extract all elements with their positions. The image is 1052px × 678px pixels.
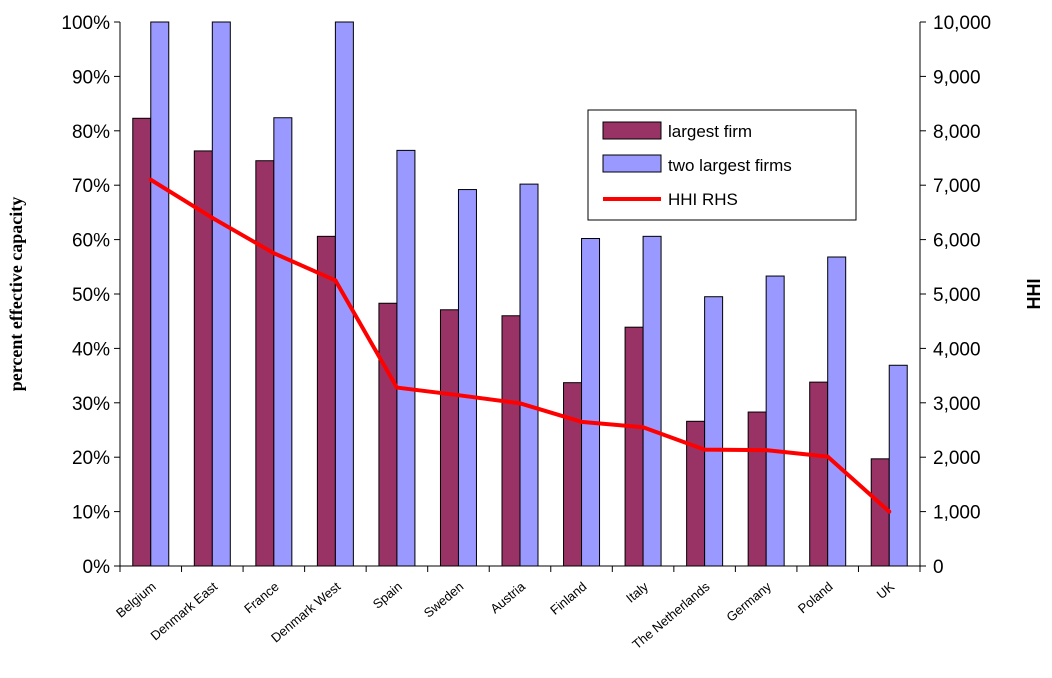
y-tick-label: 80%: [72, 122, 110, 143]
y2-tick-label: 4,000: [933, 339, 981, 360]
x-tick-label-spain: Spain: [370, 579, 405, 612]
bar-largest-firm-spain: [378, 302, 398, 567]
bar-two-largest-firms-sweden: [457, 189, 477, 567]
y-tick-label: 90%: [72, 67, 110, 88]
left-tick-layer: 0% 10% 20% 30% 40% 50% 60% 70% 80% 90% 100%: [61, 13, 120, 578]
y-axis-title: percent effective capacity: [6, 197, 26, 392]
x-tick-label-austria: Austria: [487, 578, 528, 616]
legend-label-largest-firm: largest firm: [668, 122, 752, 141]
y-tick-label: 50%: [72, 285, 110, 306]
y2-tick-label: 5,000: [933, 285, 981, 306]
point-hhi-rhs-sweden: [456, 393, 461, 398]
point-hhi-rhs-austria: [518, 401, 522, 406]
bars-layer: [132, 21, 908, 567]
point-hhi-rhs-poland: [825, 454, 830, 459]
legend-swatch-two-largest-firms: [602, 154, 662, 173]
y2-tick-label: 7,000: [933, 176, 981, 197]
bar-largest-firm-denmark-west: [316, 235, 336, 567]
x-tick-label-sweden: Sweden: [421, 579, 467, 621]
point-hhi-rhs-denmark-east: [210, 215, 215, 220]
y-tick-label: 30%: [72, 394, 110, 415]
y-tick-label: 20%: [72, 448, 110, 469]
point-hhi-rhs-france: [271, 251, 276, 256]
bar-two-largest-firms-denmark-east: [211, 21, 231, 567]
y2-tick-label: 9,000: [933, 67, 981, 88]
bar-largest-firm-germany: [747, 411, 767, 567]
legend-label-hhi: HHI RHS: [668, 190, 738, 209]
bar-two-largest-firms-austria: [519, 183, 539, 567]
y-tick-label: 40%: [72, 339, 110, 360]
x-tick-label-poland: Poland: [795, 579, 836, 617]
x-tick-label-belgium: Belgium: [113, 579, 159, 621]
bar-two-largest-firms-germany: [765, 275, 785, 567]
point-hhi-rhs-italy: [641, 425, 646, 430]
y2-tick-label: 6,000: [933, 231, 981, 252]
x-tick-label-finland: Finland: [547, 579, 589, 618]
bar-largest-firm-finland: [563, 382, 583, 567]
hhi-line-layer: [148, 177, 892, 514]
bar-two-largest-firms-france: [273, 117, 293, 567]
x-tick-label-denmark-east: Denmark East: [147, 579, 220, 644]
bar-two-largest-firms-poland: [827, 256, 847, 567]
point-hhi-rhs-finland: [579, 419, 584, 424]
y2-tick-label: 3,000: [933, 394, 981, 415]
bar-two-largest-firms-spain: [396, 149, 416, 567]
y-tick-label: 100%: [61, 13, 110, 34]
y2-tick-label: 10,000: [933, 13, 991, 34]
y-tick-label: 60%: [72, 231, 110, 252]
bar-largest-firm-austria: [501, 315, 521, 567]
x-tick-label-italy: Italy: [623, 578, 651, 605]
point-hhi-rhs-germany: [764, 448, 769, 453]
bar-largest-firm-italy: [624, 326, 644, 567]
bar-largest-firm-uk: [870, 458, 890, 567]
bar-two-largest-firms-italy: [642, 235, 662, 567]
legend-label-two-largest-firms: two largest firms: [668, 156, 792, 175]
right-tick-layer: 0 1,000 2,000 3,000 4,000 5,000 6,000 7,000 8,00…: [920, 13, 991, 578]
point-hhi-rhs-belgium: [148, 177, 153, 182]
bar-two-largest-firms-belgium: [150, 21, 170, 567]
point-hhi-rhs-denmark-west: [333, 278, 338, 283]
bar-two-largest-firms-finland: [581, 238, 601, 567]
bar-largest-firm-france: [255, 160, 275, 567]
y-tick-label: 70%: [72, 176, 110, 197]
bar-two-largest-firms-uk: [888, 364, 908, 567]
point-hhi-rhs-uk: [887, 509, 892, 514]
y2-axis-title: HHI: [1024, 279, 1044, 310]
bar-largest-firm-sweden: [439, 309, 459, 567]
legend-swatch-largest-firm: [602, 121, 662, 140]
y2-tick-label: 8,000: [933, 122, 981, 143]
y-tick-label: 10%: [72, 503, 110, 524]
bar-two-largest-firms-the-netherlands: [704, 296, 724, 567]
point-hhi-rhs-the-netherlands: [702, 447, 707, 452]
y-tick-label: 0%: [83, 557, 111, 578]
legend: largest firm two largest firms HHI RHS: [587, 109, 857, 221]
y2-tick-label: 2,000: [933, 448, 981, 469]
x-tick-label-uk: UK: [874, 579, 898, 602]
y2-tick-label: 0: [933, 557, 944, 578]
point-hhi-rhs-spain: [394, 385, 399, 390]
x-tick-label-france: France: [241, 579, 282, 617]
bar-largest-firm-poland: [809, 381, 829, 567]
bar-largest-firm-belgium: [132, 117, 152, 567]
x-tick-label-germany: Germany: [723, 578, 774, 624]
y2-tick-label: 1,000: [933, 503, 981, 524]
